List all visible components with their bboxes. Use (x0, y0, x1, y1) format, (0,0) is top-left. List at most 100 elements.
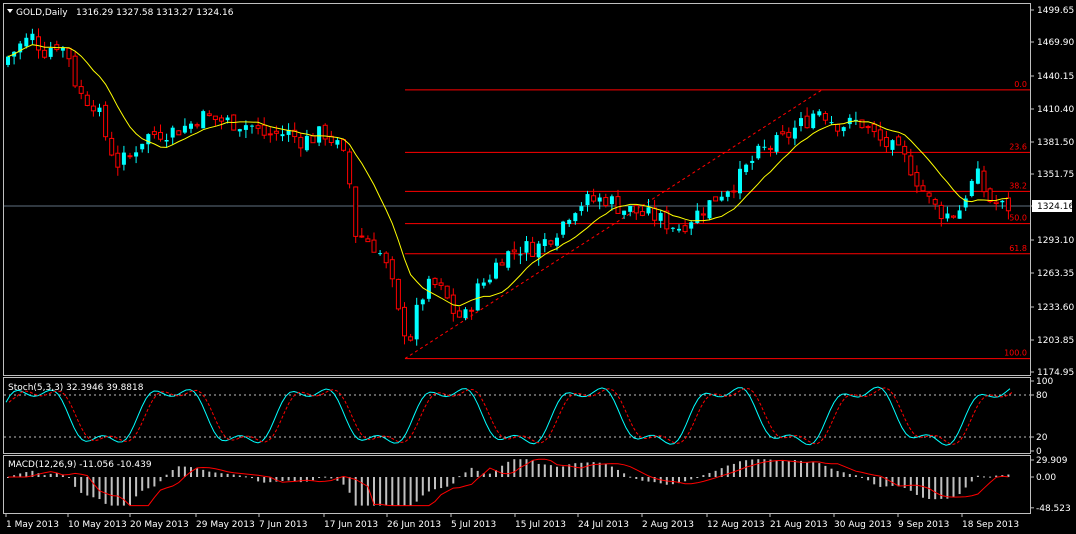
macd-histogram-bar (830, 468, 833, 477)
macd-histogram-bar (226, 473, 229, 477)
macd-histogram-bar (153, 477, 156, 487)
macd-histogram-bar (879, 477, 882, 487)
candle-body-bull (847, 117, 852, 125)
candle-body-bull (189, 123, 193, 129)
symbol-dropdown-icon[interactable] (7, 9, 13, 13)
macd-histogram-bar (257, 477, 260, 482)
macd-tick-label: 29.909 (1036, 456, 1068, 466)
stoch-panel[interactable]: 100 80 20 0 (4, 377, 1053, 457)
candle-body-bull (975, 168, 980, 184)
macd-histogram-bar (574, 463, 577, 477)
time-axis-label: 15 Jul 2013 (515, 520, 566, 530)
stoch-main-line (5, 386, 1011, 446)
macd-histogram-bar (299, 477, 302, 483)
candle-body-bull (481, 282, 486, 286)
macd-histogram-bar (562, 466, 565, 477)
time-axis-label: 12 Aug 2013 (707, 520, 765, 530)
candle-body-bear (902, 145, 908, 155)
candle-body-bull (707, 200, 712, 219)
candle-body-bull (121, 152, 126, 165)
candle-body-bull (585, 194, 590, 206)
price-tick-label: 1293.10 (1037, 236, 1074, 246)
macd-histogram-bar (31, 470, 34, 477)
candle-body-bear (591, 195, 597, 202)
macd-histogram-bar (43, 475, 46, 477)
candle-body-bull (567, 219, 572, 224)
candle-body-bear (865, 126, 871, 129)
macd-histogram-bar (202, 469, 205, 477)
moving-average-line (7, 44, 1009, 307)
macd-histogram-bar (922, 477, 924, 498)
macd-histogram-bar (244, 476, 247, 478)
fib-trend-line (404, 89, 823, 359)
candle-body-bear (194, 124, 200, 127)
macd-histogram-bar (970, 477, 973, 482)
candle-body-bear (908, 155, 914, 176)
macd-histogram-bar (653, 477, 656, 483)
macd-histogram-bar (330, 477, 333, 479)
time-axis-label: 21 Aug 2013 (770, 520, 828, 530)
candle-body-bear (127, 155, 133, 158)
candle-body-bear (615, 196, 621, 214)
macd-tick-label: 0.00 (1036, 473, 1056, 483)
candle-body-bear (871, 123, 877, 133)
price-tick-label: 1499.65 (1037, 6, 1074, 16)
candle-body-bull (689, 222, 694, 229)
candle-body-bear (151, 131, 157, 135)
stoch-panel-frame (3, 377, 1031, 454)
symbol-title: GOLD,Daily (16, 8, 68, 18)
candle-body-bull (841, 127, 846, 132)
macd-histogram-bar (732, 463, 735, 477)
macd-histogram-bar (19, 473, 22, 477)
macd-histogram-bar (946, 477, 949, 499)
candle-body-bull (182, 125, 187, 133)
macd-panel[interactable]: 29.909 0.00 -48.523 (7, 456, 1071, 514)
candle-body-bull (555, 237, 559, 246)
time-axis-label: 1 May 2013 (6, 520, 59, 530)
fib-level-label: 61.8 (1009, 244, 1027, 253)
macd-histogram-bar (354, 477, 357, 506)
macd-histogram-bar (586, 462, 589, 477)
candle-body-bull (622, 210, 627, 215)
price-tick-label: 1174.95 (1037, 368, 1074, 378)
candle-body-bull (414, 304, 419, 340)
candle-body-bull (335, 140, 340, 145)
candle-body-bear (347, 151, 353, 185)
macd-histogram-bar (861, 476, 863, 478)
stoch-signal-line (8, 387, 1014, 445)
candle-body-bull (561, 221, 566, 235)
macd-histogram-bar (427, 477, 430, 492)
macd-histogram-bar (934, 477, 937, 500)
candle-body-bear (103, 104, 109, 138)
candle-body-bull (243, 125, 248, 130)
macd-histogram-bar (696, 477, 699, 478)
macd-histogram-bar (165, 474, 168, 477)
macd-histogram-bar (617, 469, 619, 477)
macd-histogram-bar (495, 470, 497, 477)
candle-body-bull (579, 206, 584, 212)
main-panel[interactable]: 1499.65 1469.90 1440.15 1410.40 1381.50 1351.… (4, 6, 1074, 378)
candle-body-bear (682, 225, 688, 233)
macd-histogram-bar (635, 477, 638, 479)
time-axis-label: 18 Sep 2013 (962, 520, 1019, 530)
candle-body-bull (237, 129, 242, 132)
candle-body-bear (603, 197, 609, 206)
macd-histogram-bar (897, 477, 900, 487)
macd-histogram-bar (458, 476, 461, 478)
candle-body-bull (774, 135, 779, 152)
macd-histogram-bar (800, 460, 802, 477)
macd-histogram-bar (525, 459, 528, 477)
candle-body-bull (30, 33, 35, 41)
macd-histogram-bar (983, 476, 985, 478)
candle-body-bull (536, 243, 541, 258)
candle-body-bear (408, 336, 414, 341)
candle-body-bear (292, 129, 298, 138)
candle-body-bear (499, 262, 505, 266)
ohlc-readout: 1316.29 1327.58 1313.27 1324.16 (76, 8, 234, 18)
candle-body-bear (700, 213, 706, 216)
macd-histogram-bar (598, 462, 601, 477)
candle-body-bull (225, 117, 230, 121)
macd-histogram-bar (324, 476, 327, 478)
